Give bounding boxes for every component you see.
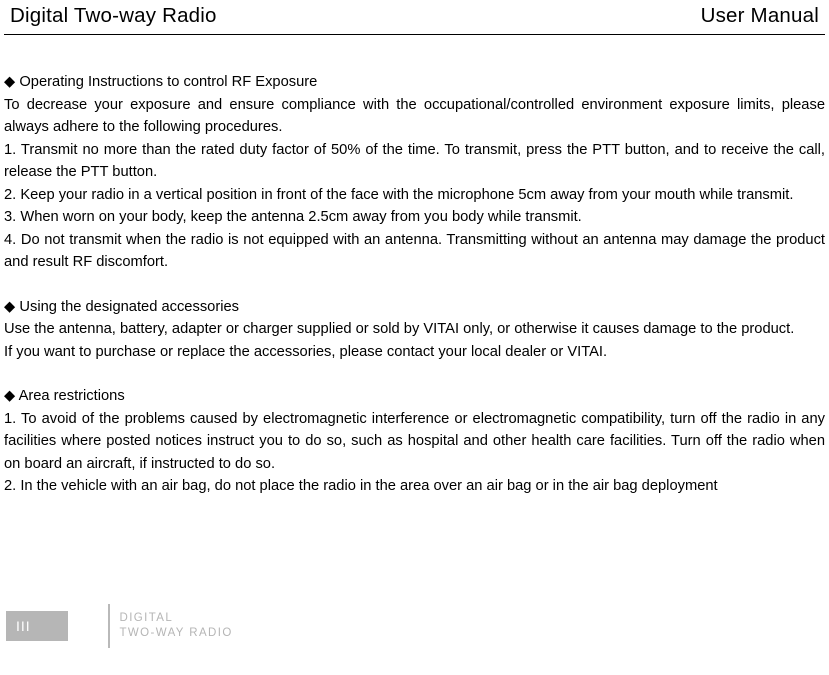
body-paragraph: 1. To avoid of the problems caused by el… [4,408,825,476]
section-heading: ◆ Area restrictions [4,385,825,408]
body-paragraph: 4. Do not transmit when the radio is not… [4,229,825,274]
section-spacer [4,363,825,385]
page-footer: III DIGITAL TWO-WAY RADIO [6,604,233,648]
footer-brand-text: DIGITAL TWO-WAY RADIO [120,611,233,641]
footer-page-number: III [6,611,68,641]
body-paragraph: 2. Keep your radio in a vertical positio… [4,184,825,207]
header-title-right: User Manual [701,4,819,28]
body-paragraph: To decrease your exposure and ensure com… [4,94,825,139]
footer-brand-line2: TWO-WAY RADIO [120,626,233,641]
body-content: ◆ Operating Instructions to control RF E… [0,35,829,498]
footer-brand-line1: DIGITAL [120,611,233,626]
section-heading: ◆ Operating Instructions to control RF E… [4,71,825,94]
body-paragraph: 2. In the vehicle with an air bag, do no… [4,475,825,498]
body-paragraph: If you want to purchase or replace the a… [4,341,825,364]
section-spacer [4,274,825,296]
page-header: Digital Two-way Radio User Manual [0,0,829,34]
document-page: Digital Two-way Radio User Manual ◆ Oper… [0,0,829,498]
body-paragraph: 1. Transmit no more than the rated duty … [4,139,825,184]
section-heading: ◆ Using the designated accessories [4,296,825,319]
footer-divider [108,604,110,648]
header-title-left: Digital Two-way Radio [10,4,217,28]
body-paragraph: Use the antenna, battery, adapter or cha… [4,318,825,341]
body-paragraph: 3. When worn on your body, keep the ante… [4,206,825,229]
